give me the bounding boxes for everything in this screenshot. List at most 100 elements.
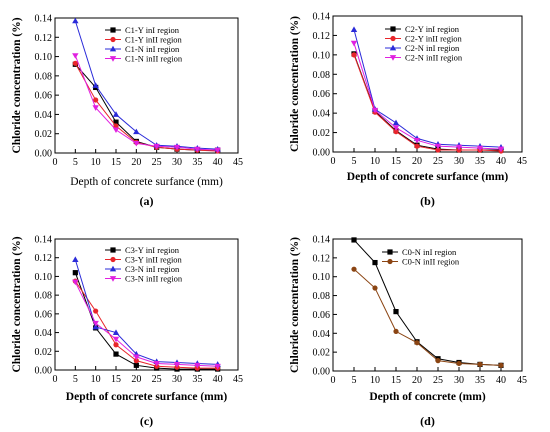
data-point [455,144,463,151]
chart-panel-1: 0 5 10 15 20 25 30 35 40 45 0.00 0.02 0.04 0.06 0.08 0.… [11,14,243,209]
y-tick-label: 0.14 [313,12,331,23]
data-point [350,26,358,32]
data-point [113,119,119,125]
series-line-1 [74,272,218,370]
x-axis-label: Depth of concrete (mm) [369,391,486,403]
y-tick-label: 0.04 [313,109,331,120]
data-point [372,285,378,291]
data-point [133,128,140,135]
x-tick-label: 40 [213,157,223,168]
panel-label: (b) [420,194,435,208]
data-point [133,358,139,364]
x-tick-label: 20 [131,374,141,385]
y-tick-label: 0.06 [35,91,53,102]
x-axis-label: Depth of concrete surfance (mm) [70,176,223,188]
x-tick-label: 15 [391,156,401,167]
x-tick-label: 35 [475,375,485,386]
data-point [93,308,99,314]
panel-label: (a) [140,194,154,208]
data-point [413,137,421,144]
y-tick-label: 0.06 [35,309,53,320]
legend-marker [109,265,117,272]
data-point [393,309,399,315]
legend-marker [387,258,393,265]
x-tick-label: 5 [73,374,78,385]
x-tick-label: 25 [152,374,162,385]
data-point [351,52,357,58]
data-point [392,119,400,126]
y-tick-label: 0.06 [313,310,331,321]
data-point [393,129,399,135]
data-point [477,361,483,367]
plot-frame [332,15,523,153]
chart-panel-2: 0 5 10 15 20 25 30 35 40 45 0.00 0.02 0.04 0.06 0.08 0.… [289,12,527,209]
legend-marker [389,55,397,61]
legend-marker [390,35,396,42]
legend-marker [109,45,117,52]
x-tick-label: 0 [331,375,336,386]
series-line-3 [353,29,502,148]
x-tick-label: 25 [152,157,162,168]
x-tick-label: 5 [352,375,357,386]
series-line-3 [74,259,218,365]
y-tick-label: 0.14 [35,235,53,246]
legend-marker [110,36,116,43]
plot-frame [54,238,239,371]
legend-label: C1-Y inI region [125,25,180,35]
y-tick-label: 0.02 [35,129,53,140]
data-point [414,340,420,346]
x-tick-label: 20 [131,157,141,168]
x-tick-label: 30 [172,157,182,168]
y-tick-label: 0.00 [35,366,53,377]
data-point [72,60,78,66]
x-tick-label: 35 [475,156,485,167]
y-axis-label: Chloride concentration (%) [289,237,301,373]
legend-marker [387,249,393,255]
x-tick-label: 35 [192,374,202,385]
data-point [112,111,120,117]
legend-marker [109,276,117,282]
data-point [113,342,119,348]
data-point [350,40,358,47]
data-point [173,361,181,368]
legend-label: C2-N inII region [405,53,463,63]
chart-panel-3: 0 5 10 15 20 25 30 35 40 45 0.00 0.02 0.04 0.06 0.08 0.… [11,235,243,429]
legend-marker [110,27,116,33]
data-point [392,125,400,131]
x-tick-label: 15 [111,157,121,168]
data-point [434,143,442,150]
data-point [92,323,99,330]
y-tick-label: 0.14 [313,235,331,246]
y-tick-label: 0.00 [313,367,331,378]
y-tick-label: 0.08 [313,70,331,81]
y-tick-label: 0.06 [313,89,331,100]
y-tick-label: 0.10 [313,50,331,61]
data-point [371,107,379,114]
data-point [173,144,181,151]
data-point [498,362,504,368]
series-line-4 [74,55,218,151]
legend-label: C2-N inI region [405,43,460,53]
data-point [497,146,505,153]
x-tick-label: 10 [370,156,380,167]
data-point [456,360,462,367]
x-tick-label: 10 [91,374,101,385]
x-tick-label: 0 [53,374,58,385]
y-tick-label: 0.04 [313,329,331,340]
y-tick-label: 0.10 [35,272,53,283]
data-point [194,146,201,153]
y-tick-label: 0.08 [35,71,53,82]
x-tick-label: 40 [496,156,506,167]
data-point [92,82,99,88]
x-axis-label: Depth of concrete surfance (mm) [66,391,228,403]
x-tick-label: 30 [454,156,464,167]
x-tick-label: 0 [53,157,58,168]
y-tick-label: 0.08 [35,291,53,302]
y-tick-label: 0.14 [35,14,53,25]
legend-label: C3-N inII region [125,274,183,284]
x-tick-label: 35 [192,157,202,168]
x-tick-label: 40 [496,375,506,386]
x-tick-label: 45 [233,374,243,385]
legend-marker [389,44,397,51]
